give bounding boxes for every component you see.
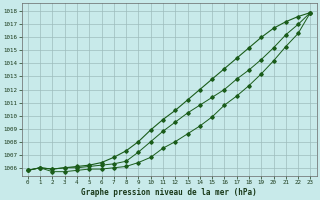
X-axis label: Graphe pression niveau de la mer (hPa): Graphe pression niveau de la mer (hPa) xyxy=(81,188,257,197)
